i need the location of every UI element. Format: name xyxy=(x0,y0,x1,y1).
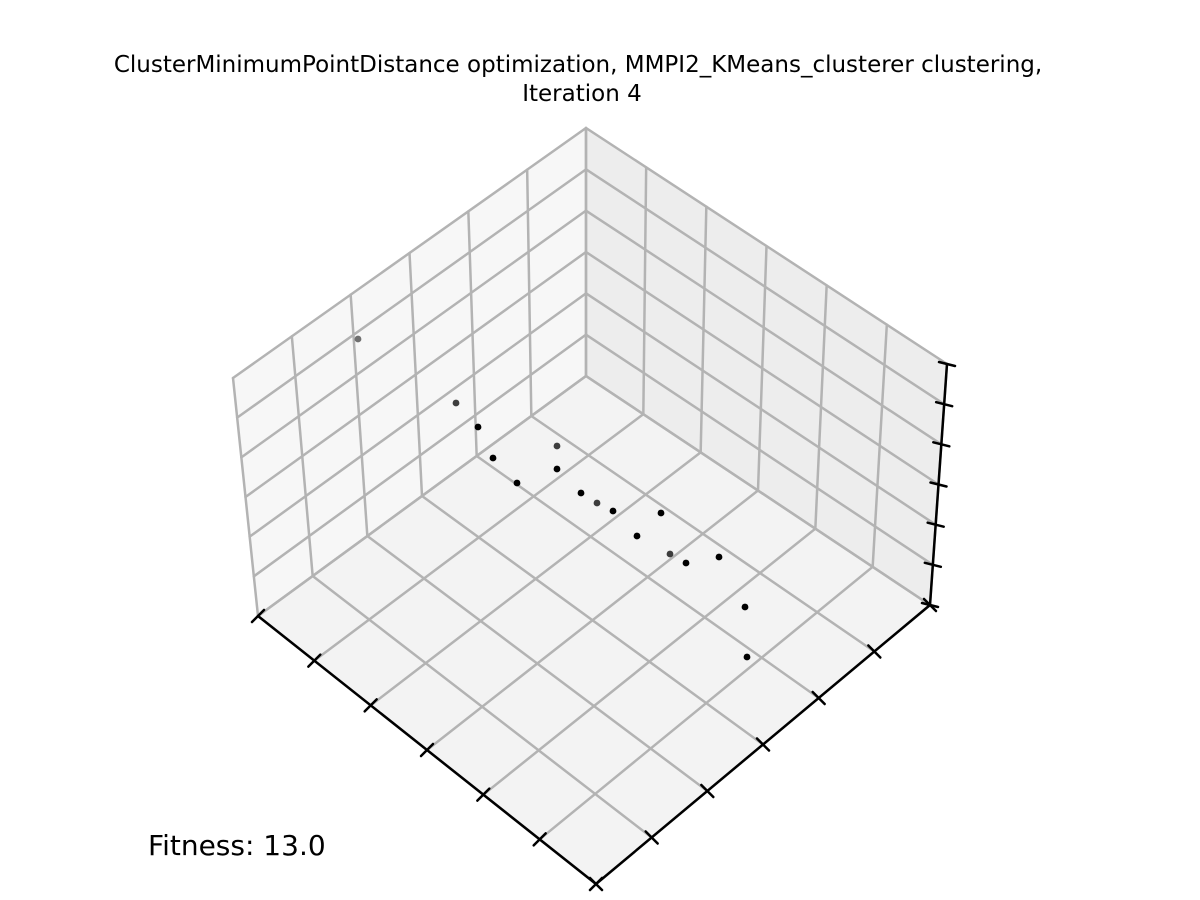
data-point xyxy=(354,335,362,343)
x-axis-line-tick xyxy=(250,608,266,624)
right-wall-gridline xyxy=(584,168,946,406)
z-axis-line-tick xyxy=(932,441,951,448)
data-point xyxy=(577,489,585,497)
data-point xyxy=(741,603,749,611)
data-point xyxy=(682,559,690,567)
y-axis-line-tick xyxy=(867,644,882,659)
data-point xyxy=(593,499,601,507)
axes-panes xyxy=(233,128,947,884)
y-axis-line-tick xyxy=(644,830,659,845)
y-axis-line-tick xyxy=(755,737,771,752)
x-axis-line-tick xyxy=(532,832,547,847)
pane-left-wall xyxy=(233,128,586,616)
chart-title-line-2: Iteration 4 xyxy=(522,81,642,107)
scatter-points xyxy=(354,335,751,661)
floor-gridline xyxy=(530,414,876,653)
data-point xyxy=(657,509,665,517)
data-point xyxy=(666,550,674,558)
pane-right-wall xyxy=(586,128,947,605)
data-point xyxy=(513,479,521,487)
data-point xyxy=(633,532,641,540)
data-point xyxy=(553,442,561,450)
data-point xyxy=(715,553,723,561)
left-wall-gridline xyxy=(235,168,588,419)
right-wall-gridline xyxy=(584,126,949,366)
x-axis-line-tick xyxy=(363,698,378,713)
y-axis-line-tick xyxy=(700,783,715,799)
z-axis-line-tick xyxy=(929,481,948,488)
y-axis-line-tick xyxy=(588,876,604,892)
data-point xyxy=(553,465,561,473)
x-axis-line-tick xyxy=(307,653,322,668)
fitness-annotation: Fitness: 13.0 xyxy=(148,829,326,862)
x-axis-line-tick xyxy=(419,742,435,758)
chart-title-line-1: ClusterMinimumPointDistance optimization… xyxy=(114,52,1042,78)
y-axis-line-tick xyxy=(811,690,826,706)
pane-floor xyxy=(258,376,930,884)
data-point xyxy=(489,454,497,462)
data-point xyxy=(474,423,482,431)
left-wall-gridline xyxy=(231,126,588,380)
x-axis-line-tick xyxy=(476,787,491,802)
grid-lines xyxy=(231,126,949,886)
z-axis-line-tick xyxy=(923,561,943,569)
z-axis-line-tick xyxy=(920,601,940,609)
axis-lines xyxy=(250,360,957,892)
data-point xyxy=(609,507,617,515)
z-axis-line-tick xyxy=(937,360,957,368)
data-point xyxy=(452,399,460,407)
z-axis-line-tick xyxy=(934,400,954,408)
z-axis-line-tick xyxy=(926,521,945,528)
data-point xyxy=(743,653,751,661)
